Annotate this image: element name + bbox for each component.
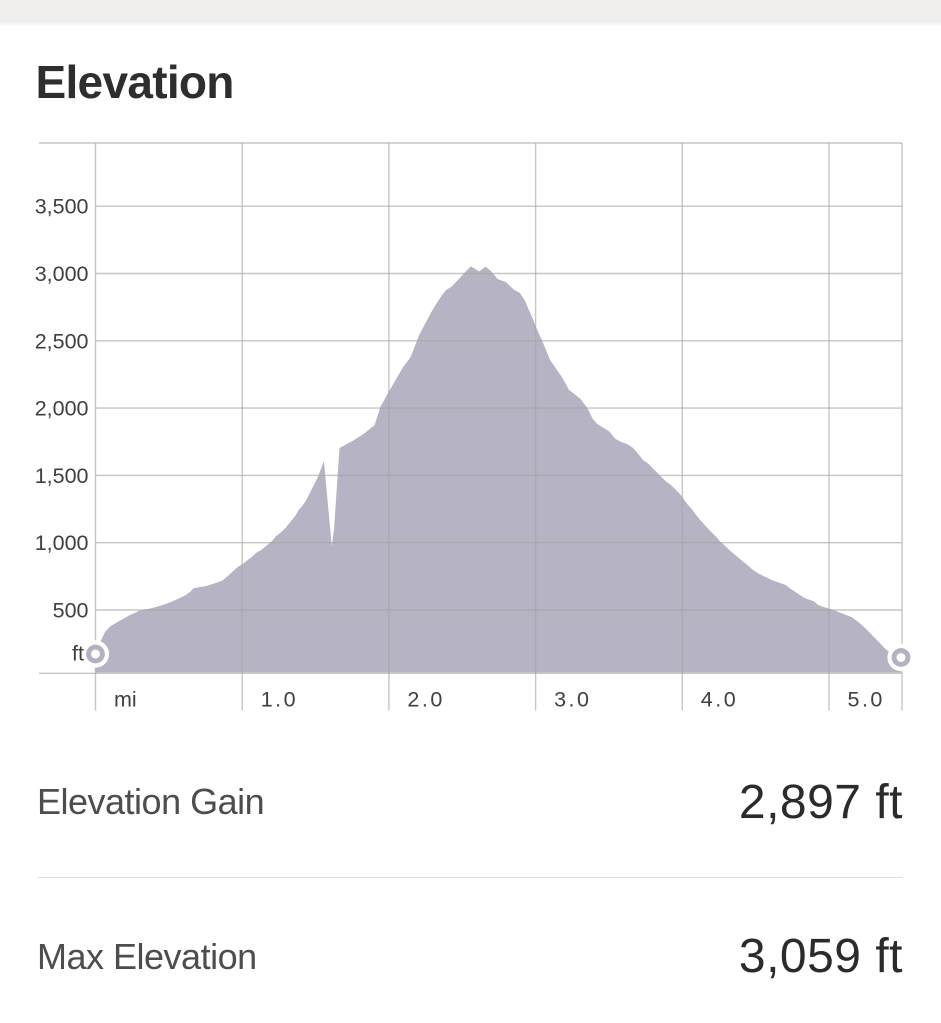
svg-text:5.0: 5.0 xyxy=(848,688,885,712)
svg-text:mi: mi xyxy=(114,688,137,712)
svg-text:3,500: 3,500 xyxy=(35,195,89,219)
svg-text:1,000: 1,000 xyxy=(35,531,89,555)
svg-text:1.0: 1.0 xyxy=(261,688,298,712)
svg-text:3,000: 3,000 xyxy=(35,262,89,286)
svg-text:2,500: 2,500 xyxy=(35,329,89,353)
svg-text:2.0: 2.0 xyxy=(407,688,444,712)
svg-text:4.0: 4.0 xyxy=(701,688,738,712)
svg-text:500: 500 xyxy=(53,599,89,623)
svg-text:ft: ft xyxy=(72,642,84,666)
svg-text:2,000: 2,000 xyxy=(35,397,89,421)
svg-text:3.0: 3.0 xyxy=(554,688,591,712)
svg-text:1,500: 1,500 xyxy=(35,464,89,488)
